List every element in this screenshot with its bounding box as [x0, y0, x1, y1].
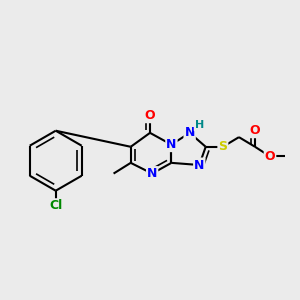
- Text: Cl: Cl: [49, 199, 62, 212]
- Text: O: O: [265, 150, 275, 163]
- Text: S: S: [218, 140, 227, 153]
- Text: O: O: [145, 109, 155, 122]
- Text: N: N: [147, 167, 157, 180]
- Text: O: O: [250, 124, 260, 137]
- Text: N: N: [184, 126, 195, 140]
- Text: H: H: [195, 120, 204, 130]
- Text: N: N: [166, 138, 177, 151]
- Text: N: N: [194, 158, 205, 172]
